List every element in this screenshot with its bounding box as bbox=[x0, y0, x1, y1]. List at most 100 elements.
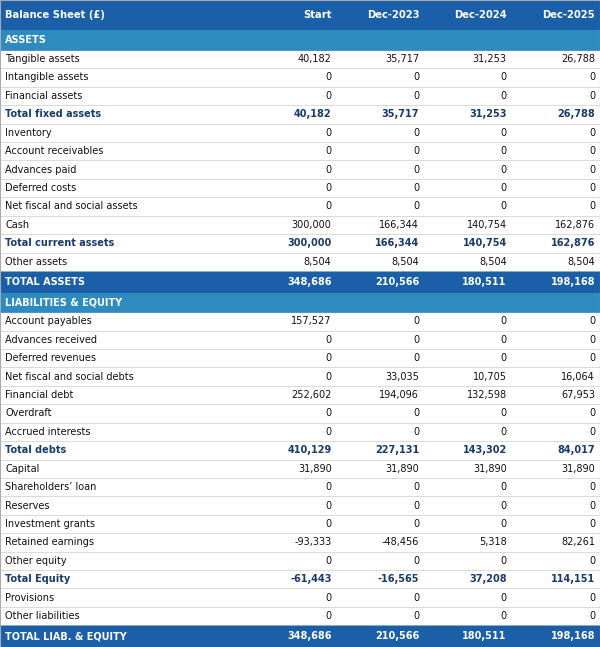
Text: Reserves: Reserves bbox=[5, 501, 49, 510]
Text: 0: 0 bbox=[500, 334, 507, 345]
Text: Net fiscal and social assets: Net fiscal and social assets bbox=[5, 201, 137, 212]
Bar bbox=[0, 533, 600, 552]
Text: 40,182: 40,182 bbox=[294, 109, 332, 119]
Text: 67,953: 67,953 bbox=[561, 390, 595, 400]
Text: 0: 0 bbox=[325, 334, 332, 345]
Text: 0: 0 bbox=[413, 482, 419, 492]
Text: 0: 0 bbox=[325, 183, 332, 193]
Text: 31,890: 31,890 bbox=[473, 464, 507, 474]
Text: Inventory: Inventory bbox=[5, 127, 52, 138]
Text: 35,717: 35,717 bbox=[385, 54, 419, 64]
Text: 84,017: 84,017 bbox=[557, 445, 595, 455]
Text: 0: 0 bbox=[413, 611, 419, 621]
Bar bbox=[0, 459, 600, 478]
Text: 0: 0 bbox=[325, 146, 332, 156]
Text: Account payables: Account payables bbox=[5, 316, 92, 326]
Text: 5,318: 5,318 bbox=[479, 538, 507, 547]
Text: 31,253: 31,253 bbox=[469, 109, 507, 119]
Text: 0: 0 bbox=[325, 164, 332, 175]
Bar bbox=[0, 197, 600, 215]
Text: 0: 0 bbox=[589, 427, 595, 437]
Text: 140,754: 140,754 bbox=[467, 220, 507, 230]
Text: 8,504: 8,504 bbox=[567, 257, 595, 267]
Text: 0: 0 bbox=[325, 593, 332, 603]
Text: 0: 0 bbox=[413, 353, 419, 363]
Text: 0: 0 bbox=[589, 501, 595, 510]
Text: 0: 0 bbox=[325, 519, 332, 529]
Text: Account receivables: Account receivables bbox=[5, 146, 103, 156]
Text: 0: 0 bbox=[500, 201, 507, 212]
Text: 31,253: 31,253 bbox=[473, 54, 507, 64]
Text: 0: 0 bbox=[589, 316, 595, 326]
Text: 40,182: 40,182 bbox=[298, 54, 332, 64]
Text: 0: 0 bbox=[500, 593, 507, 603]
Text: 35,717: 35,717 bbox=[382, 109, 419, 119]
Text: 0: 0 bbox=[589, 72, 595, 82]
Text: 0: 0 bbox=[325, 353, 332, 363]
Text: 143,302: 143,302 bbox=[463, 445, 507, 455]
Text: 0: 0 bbox=[413, 556, 419, 566]
Bar bbox=[0, 570, 600, 589]
Text: 0: 0 bbox=[500, 183, 507, 193]
Text: 0: 0 bbox=[413, 427, 419, 437]
Text: Other equity: Other equity bbox=[5, 556, 67, 566]
Bar bbox=[0, 252, 600, 271]
Text: ASSETS: ASSETS bbox=[5, 35, 47, 45]
Text: Provisions: Provisions bbox=[5, 593, 54, 603]
Text: LIABILITIES & EQUITY: LIABILITIES & EQUITY bbox=[5, 298, 122, 307]
Text: 0: 0 bbox=[589, 353, 595, 363]
Text: Deferred costs: Deferred costs bbox=[5, 183, 76, 193]
Text: 0: 0 bbox=[500, 519, 507, 529]
Text: Deferred revenues: Deferred revenues bbox=[5, 353, 96, 363]
Text: 8,504: 8,504 bbox=[479, 257, 507, 267]
Text: 10,705: 10,705 bbox=[473, 371, 507, 382]
Text: 300,000: 300,000 bbox=[292, 220, 332, 230]
Bar bbox=[0, 0, 600, 30]
Bar bbox=[0, 271, 600, 292]
Text: Total Equity: Total Equity bbox=[5, 575, 70, 584]
Text: Total current assets: Total current assets bbox=[5, 238, 114, 248]
Text: 166,344: 166,344 bbox=[375, 238, 419, 248]
Bar bbox=[0, 69, 600, 87]
Text: Intangible assets: Intangible assets bbox=[5, 72, 89, 82]
Text: 31,890: 31,890 bbox=[561, 464, 595, 474]
Text: 0: 0 bbox=[413, 316, 419, 326]
Text: 0: 0 bbox=[589, 183, 595, 193]
Bar bbox=[0, 124, 600, 142]
Text: 166,344: 166,344 bbox=[379, 220, 419, 230]
Text: -48,456: -48,456 bbox=[382, 538, 419, 547]
Bar bbox=[0, 478, 600, 496]
Text: 0: 0 bbox=[589, 611, 595, 621]
Text: Other liabilities: Other liabilities bbox=[5, 611, 80, 621]
Text: Other assets: Other assets bbox=[5, 257, 67, 267]
Text: 0: 0 bbox=[500, 316, 507, 326]
Text: 114,151: 114,151 bbox=[551, 575, 595, 584]
Text: 0: 0 bbox=[500, 91, 507, 101]
Text: 0: 0 bbox=[325, 611, 332, 621]
Text: 0: 0 bbox=[589, 408, 595, 419]
Text: 132,598: 132,598 bbox=[467, 390, 507, 400]
Bar bbox=[0, 496, 600, 515]
Bar bbox=[0, 349, 600, 367]
Text: 162,876: 162,876 bbox=[555, 220, 595, 230]
Text: 0: 0 bbox=[500, 408, 507, 419]
Text: 0: 0 bbox=[325, 371, 332, 382]
Text: 0: 0 bbox=[500, 556, 507, 566]
Text: 0: 0 bbox=[413, 183, 419, 193]
Bar bbox=[0, 234, 600, 252]
Text: 37,208: 37,208 bbox=[469, 575, 507, 584]
Text: 0: 0 bbox=[500, 146, 507, 156]
Bar bbox=[0, 331, 600, 349]
Text: 0: 0 bbox=[325, 91, 332, 101]
Text: 0: 0 bbox=[589, 127, 595, 138]
Bar bbox=[0, 404, 600, 422]
Bar bbox=[0, 215, 600, 234]
Text: 0: 0 bbox=[413, 127, 419, 138]
Text: Accrued interests: Accrued interests bbox=[5, 427, 91, 437]
Text: 0: 0 bbox=[500, 353, 507, 363]
Text: 0: 0 bbox=[325, 201, 332, 212]
Text: 26,788: 26,788 bbox=[561, 54, 595, 64]
Text: 0: 0 bbox=[589, 91, 595, 101]
Bar bbox=[0, 30, 600, 50]
Text: 16,064: 16,064 bbox=[561, 371, 595, 382]
